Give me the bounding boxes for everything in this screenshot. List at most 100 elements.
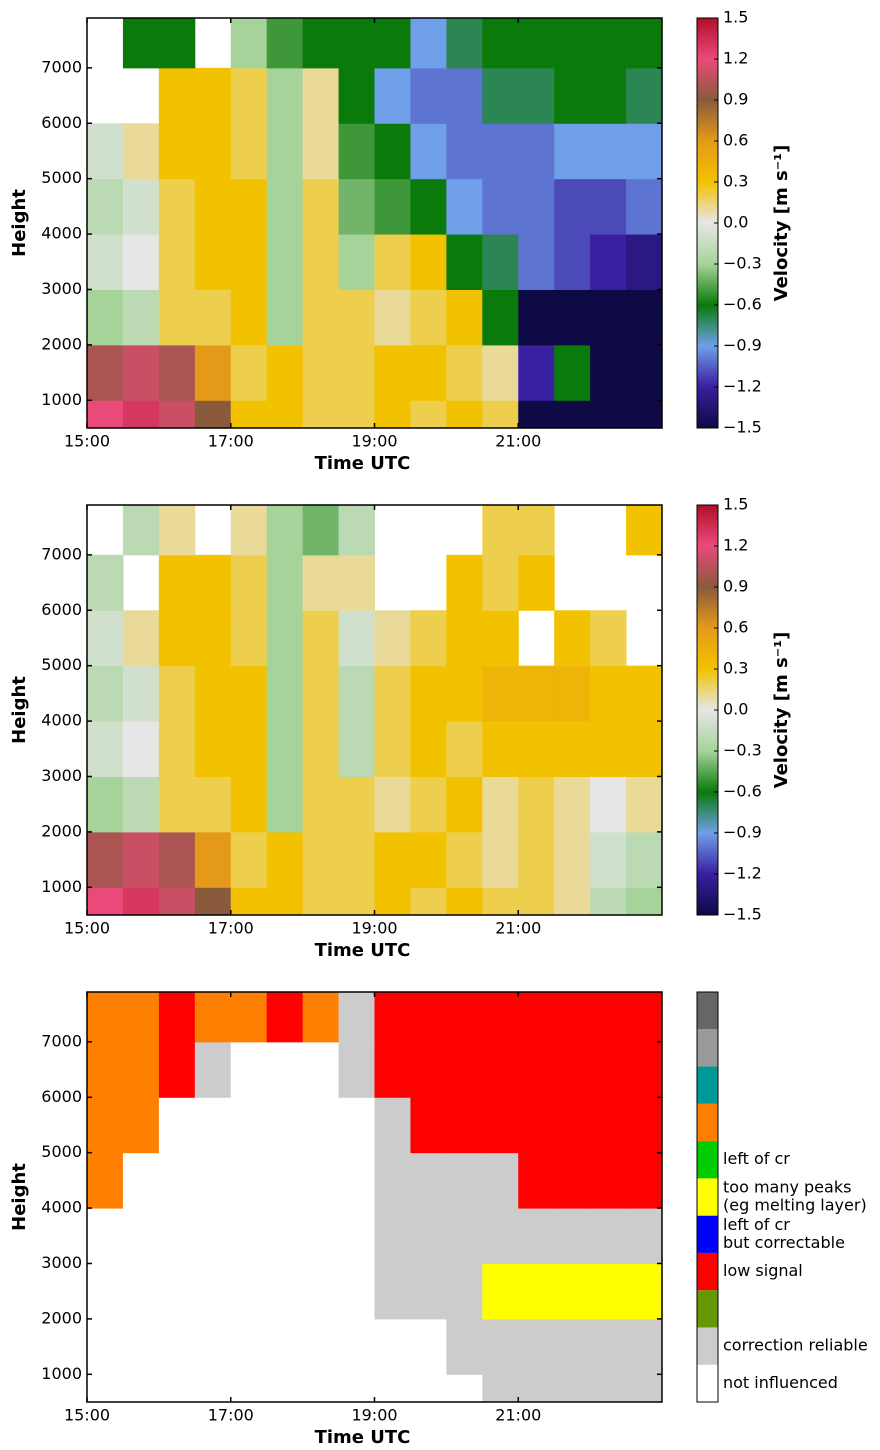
class-cell	[590, 1263, 627, 1320]
heatmap-cell	[374, 67, 411, 124]
class-cell	[266, 1041, 304, 1098]
heatmap-cell	[158, 505, 196, 556]
class-cell	[590, 1097, 627, 1154]
class-cell	[87, 1097, 124, 1154]
heatmap-cell	[446, 776, 483, 833]
heatmap-cell	[410, 665, 447, 722]
heatmap-cell	[410, 18, 447, 69]
colorbar-tick-label: 1.2	[723, 536, 748, 555]
heatmap-cell	[194, 67, 232, 124]
heatmap-cell	[410, 610, 447, 667]
y-tick-label: 6000	[41, 113, 82, 132]
class-cell	[554, 1208, 591, 1264]
heatmap-cell	[338, 178, 375, 235]
heatmap-cell	[554, 776, 591, 833]
class-cell	[122, 1263, 160, 1320]
heatmap-cell	[158, 289, 196, 346]
class-swatch	[697, 1290, 718, 1328]
heatmap-cell	[87, 554, 124, 611]
heatmap-cell	[554, 400, 591, 429]
colorbar-tick-label: 1.5	[723, 8, 748, 27]
y-tick-label: 7000	[41, 544, 82, 563]
class-cell	[446, 1374, 483, 1403]
class-label: not influenced	[723, 1373, 838, 1392]
class-cell	[482, 992, 519, 1043]
class-cell	[410, 1263, 447, 1320]
heatmap-cell	[266, 18, 304, 69]
colorbar-tick-label: −1.2	[723, 377, 762, 396]
colorbar-tick-label: 1.5	[723, 495, 748, 514]
heatmap-cell	[590, 400, 627, 429]
heatmap-cell	[374, 289, 411, 346]
heatmap-cell	[482, 831, 519, 888]
y-tick-label: 2000	[41, 821, 82, 840]
class-cell	[554, 1263, 591, 1320]
class-cell	[374, 1097, 411, 1154]
class-swatch	[697, 1141, 718, 1179]
x-tick-label: 21:00	[495, 432, 541, 451]
heatmap-cell	[482, 721, 519, 777]
heatmap-cell	[266, 400, 304, 429]
y-tick-label: 6000	[41, 1087, 82, 1106]
heatmap-cell	[338, 887, 375, 916]
heatmap-cell	[482, 67, 519, 124]
heatmap-cell	[230, 505, 268, 556]
heatmap-cell	[158, 887, 196, 916]
heatmap-cell	[374, 831, 411, 888]
heatmap-cell	[194, 123, 232, 180]
x-axis-label: Time UTC	[315, 940, 411, 961]
y-tick-label: 6000	[41, 600, 82, 619]
heatmap-cell	[230, 289, 268, 346]
heatmap-cell	[518, 554, 555, 611]
heatmap-cell	[446, 665, 483, 722]
class-cell	[374, 1263, 411, 1320]
heatmap-cell	[122, 721, 160, 777]
heatmap-cell	[194, 721, 232, 777]
class-cell	[230, 1263, 268, 1320]
class-cell	[302, 992, 340, 1043]
heatmap-cell	[554, 887, 591, 916]
class-cell	[158, 992, 196, 1043]
heatmap-cell	[554, 831, 591, 888]
heatmap-cell	[410, 887, 447, 916]
heatmap-cell	[338, 554, 375, 611]
heatmap-cell	[266, 776, 304, 833]
heatmap-cell	[518, 400, 555, 429]
heatmap-cell	[230, 721, 268, 777]
heatmap-cell	[518, 665, 555, 722]
class-cell	[230, 1097, 268, 1154]
heatmap-cell	[230, 344, 268, 401]
heatmap-cell	[122, 610, 160, 667]
heatmap-cell	[158, 776, 196, 833]
heatmap-cell	[626, 665, 663, 722]
y-tick-label: 3000	[41, 766, 82, 785]
heatmap-cell	[518, 289, 555, 346]
heatmap-cell	[302, 234, 340, 290]
heatmap-cell	[266, 831, 304, 888]
colorbar-tick-label: 1.2	[723, 49, 748, 68]
heatmap-cell	[158, 178, 196, 235]
heatmap-cell	[554, 67, 591, 124]
class-cell	[626, 1152, 663, 1209]
heatmap-cell	[266, 610, 304, 667]
heatmap-cell	[374, 400, 411, 429]
heatmap-cell	[302, 18, 340, 69]
class-cell	[590, 1152, 627, 1209]
heatmap-cell	[374, 610, 411, 667]
y-tick-label: 3000	[41, 1253, 82, 1272]
heatmap-cell	[626, 67, 663, 124]
class-cell	[338, 1208, 375, 1264]
class-cell	[266, 1374, 304, 1403]
heatmap-cell	[374, 776, 411, 833]
x-axis-label: Time UTC	[315, 1427, 411, 1448]
heatmap-cell	[626, 234, 663, 290]
class-swatch	[697, 1252, 718, 1291]
heatmap-cell	[446, 610, 483, 667]
heatmap-cell	[266, 721, 304, 777]
class-cell	[518, 1041, 555, 1098]
class-cell	[230, 1318, 268, 1375]
class-swatch	[697, 1029, 718, 1067]
class-swatch	[697, 1215, 718, 1253]
heatmap-cell	[87, 178, 124, 235]
heatmap-cell	[374, 665, 411, 722]
